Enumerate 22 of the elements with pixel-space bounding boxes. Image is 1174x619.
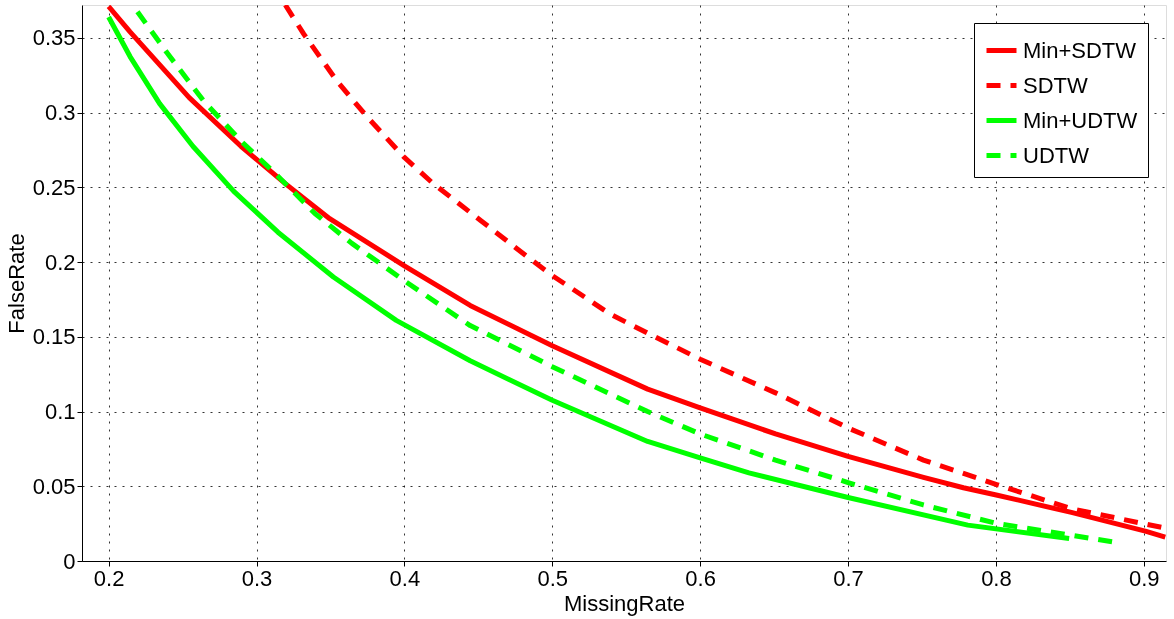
y-axis-title: FalseRate <box>3 233 29 334</box>
x-tick-label: 0.4 <box>389 565 421 591</box>
x-tick-label: 0.6 <box>685 565 716 591</box>
x-tick-label: 0.2 <box>93 565 125 591</box>
y-tick-label: 0.05 <box>32 473 76 499</box>
y-tick-label: 0.35 <box>32 25 76 51</box>
x-tick-label: 0.7 <box>833 565 864 591</box>
legend-label: SDTW <box>1023 72 1088 98</box>
y-tick-label: 0 <box>63 548 76 574</box>
x-axis-title: MissingRate <box>563 590 686 616</box>
y-tick-label: 0.1 <box>44 399 76 425</box>
x-tick-label: 0.5 <box>537 565 569 591</box>
legend-label: UDTW <box>1023 142 1090 168</box>
x-tick-label: 0.9 <box>1129 565 1160 591</box>
y-tick-label: 0.15 <box>32 324 76 350</box>
y-tick-label: 0.2 <box>44 249 76 275</box>
legend-label: Min+SDTW <box>1023 37 1137 63</box>
y-tick-label: 0.25 <box>32 174 76 200</box>
legend-label: Min+UDTW <box>1023 107 1138 133</box>
y-tick-label: 0.3 <box>44 100 76 126</box>
x-tick-label: 0.8 <box>981 565 1012 591</box>
x-tick-label: 0.3 <box>241 565 273 591</box>
